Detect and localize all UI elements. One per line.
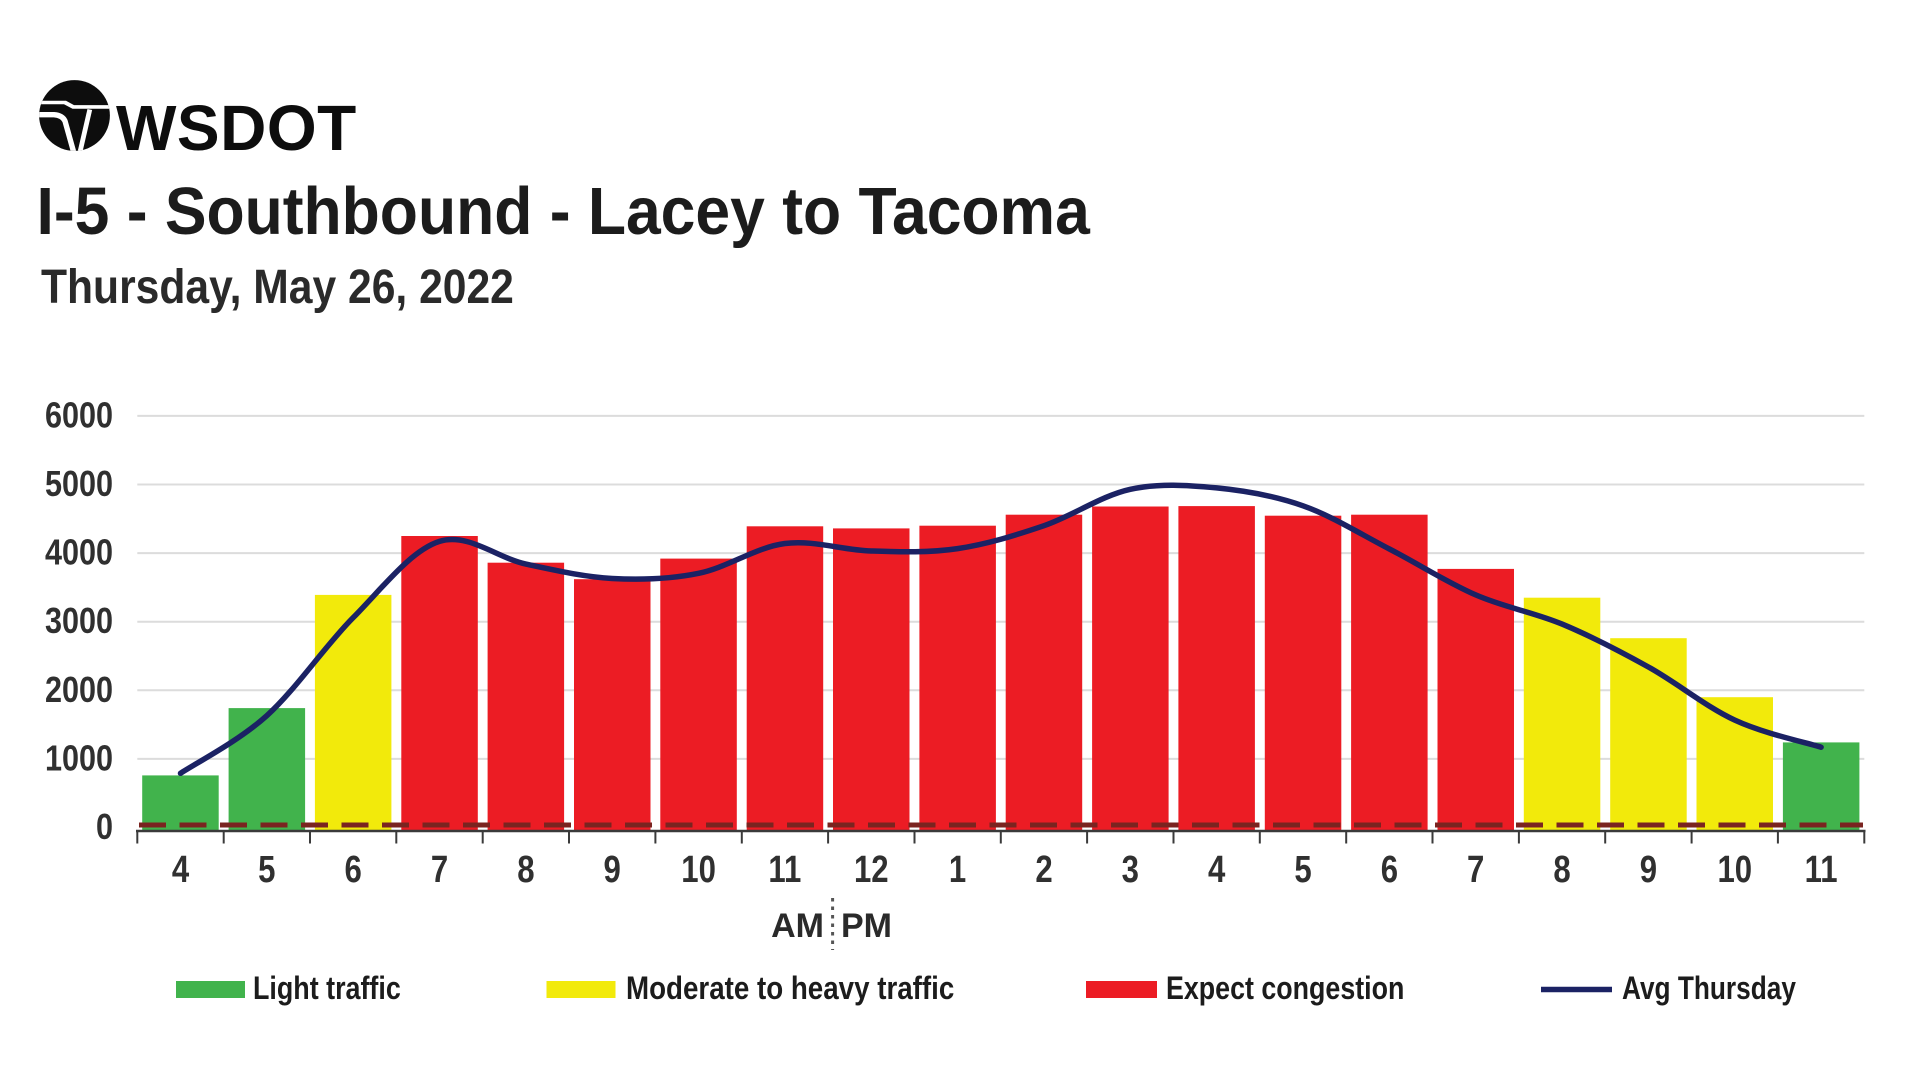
svg-text:Thursday, May 26, 2022: Thursday, May 26, 2022 [41,260,514,314]
svg-text:7: 7 [431,849,448,891]
svg-text:Moderate to heavy traffic: Moderate to heavy traffic [626,971,954,1006]
svg-text:2000: 2000 [45,671,113,711]
svg-text:1000: 1000 [45,739,113,779]
svg-text:2: 2 [1035,849,1052,891]
svg-text:12: 12 [854,849,889,891]
svg-text:9: 9 [1640,849,1657,891]
svg-text:3: 3 [1122,849,1139,891]
svg-text:Avg Thursday: Avg Thursday [1622,972,1797,1007]
svg-text:8: 8 [517,849,534,891]
svg-text:5000: 5000 [45,465,113,505]
svg-text:10: 10 [1717,849,1752,891]
svg-text:0: 0 [96,808,113,848]
svg-text:4000: 4000 [45,533,113,573]
svg-text:9: 9 [604,849,621,891]
svg-text:6: 6 [1381,849,1398,891]
svg-text:7: 7 [1467,849,1484,891]
svg-text:11: 11 [1805,849,1838,891]
svg-text:8: 8 [1553,849,1570,891]
svg-text:1: 1 [949,849,966,891]
svg-text:3000: 3000 [45,602,113,642]
svg-text:WSDOT: WSDOT [116,92,357,164]
svg-text:5: 5 [1294,849,1311,891]
svg-text:10: 10 [681,849,716,891]
svg-text:4: 4 [172,849,190,891]
svg-text:6000: 6000 [45,396,113,436]
svg-text:I-5 - Southbound - Lacey to Ta: I-5 - Southbound - Lacey to Tacoma [37,173,1091,249]
svg-text:11: 11 [768,849,801,891]
svg-text:AM: AM [771,907,824,945]
svg-text:Expect congestion: Expect congestion [1166,971,1404,1007]
svg-text:PM: PM [841,907,892,945]
svg-text:6: 6 [345,849,362,891]
svg-text:5: 5 [258,849,275,891]
svg-text:Light traffic: Light traffic [253,971,401,1007]
svg-text:4: 4 [1208,849,1226,891]
